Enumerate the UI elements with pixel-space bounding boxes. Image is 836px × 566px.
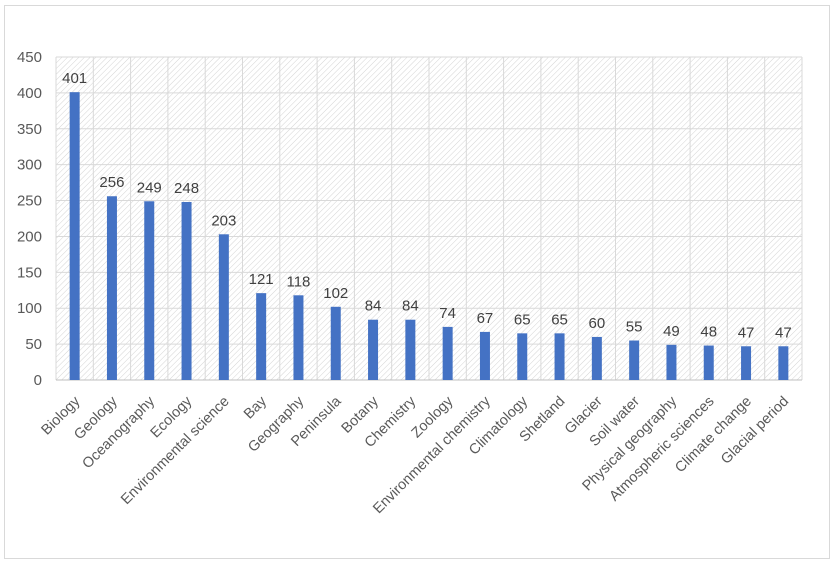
category-label: Glacial period [718,394,792,468]
data-label: 118 [286,273,310,290]
y-tick-label: 0 [34,372,42,389]
data-label: 49 [663,323,680,340]
bars [69,92,789,380]
bar-glacial-period [778,346,789,380]
bar-biology [69,92,80,380]
data-label: 401 [62,70,87,87]
y-tick-label: 200 [17,228,42,245]
y-tick-label: 300 [17,157,42,174]
bar-zoology [442,326,453,380]
bar-ecology [181,201,192,380]
data-label: 248 [174,180,199,197]
bar-chemistry [405,319,416,380]
data-label: 74 [439,305,456,322]
y-tick-label: 100 [17,300,42,317]
data-label: 102 [323,285,348,302]
data-label: 249 [137,179,162,196]
y-axis-ticks: 0 50 100 150 200 250 300 350 400 450 [17,49,42,389]
data-label: 55 [626,319,643,336]
category-labels: BiologyGeologyOceanographyEcologyEnviron… [39,393,793,517]
data-label: 65 [514,311,531,328]
bar-geography [293,295,304,380]
y-tick-label: 150 [17,264,42,281]
data-label: 47 [775,324,792,341]
data-label: 47 [738,324,755,341]
bar-physical-geography [666,344,677,380]
bar-environmental-chemistry [479,331,490,380]
bar-peninsula [330,306,341,380]
bar-oceanography [144,201,155,380]
gridlines [55,56,803,381]
bar-soil-water [629,340,640,380]
data-labels: 401 256 249 248 203 121 118 102 84 84 74 67 65 65 60 55… [62,70,792,341]
data-label: 203 [211,212,236,229]
bar-botany [368,319,379,380]
bar-atmospheric-sciences [703,345,714,380]
bar-climatology [517,333,528,380]
y-tick-label: 350 [17,121,42,138]
data-label: 48 [700,324,717,341]
y-tick-label: 50 [25,336,42,353]
y-tick-label: 400 [17,85,42,102]
bar-glacier [591,336,602,380]
bar-environmental-science [218,234,229,380]
data-label: 60 [589,315,606,332]
data-label: 65 [551,311,568,328]
data-label: 84 [402,298,419,315]
bar-geology [106,196,117,380]
data-label: 84 [365,298,382,315]
category-label: Bay [241,393,271,423]
data-label: 121 [249,271,274,288]
data-label: 256 [99,174,124,191]
bar-climate-change [741,346,752,380]
data-label: 67 [477,310,494,327]
y-tick-label: 450 [17,49,42,66]
bar-bay [256,293,267,380]
bar-shetland [554,333,565,380]
y-tick-label: 250 [17,193,42,210]
